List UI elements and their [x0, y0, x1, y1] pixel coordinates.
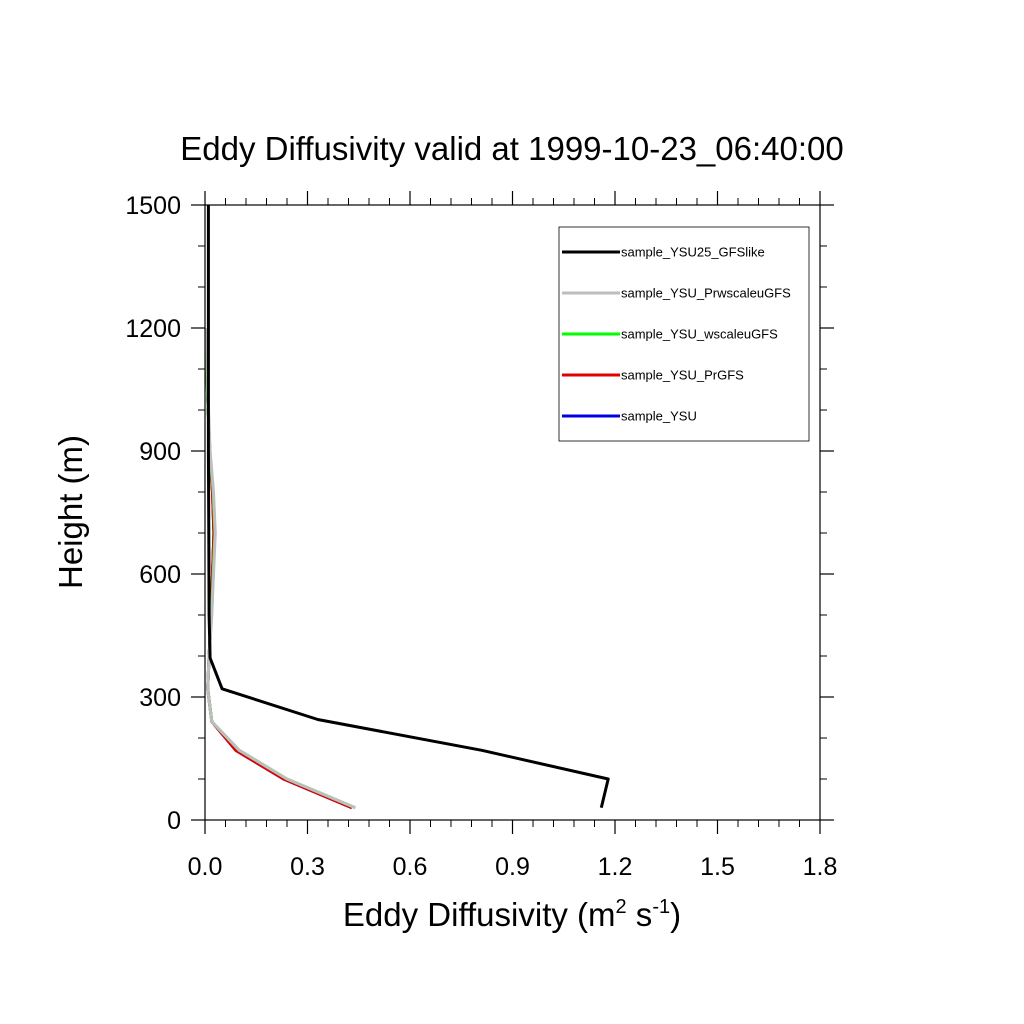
x-axis-title-end: )	[670, 896, 681, 933]
y-tick-label: 1200	[125, 315, 181, 343]
legend-label-2: sample_YSU_wscaleuGFS	[621, 327, 778, 342]
legend-label-1: sample_YSU_PrwscaleuGFS	[621, 286, 791, 301]
chart-title: Eddy Diffusivity valid at 1999-10-23_06:…	[180, 130, 843, 167]
tick-layer: 0.0 0.3 0.6 0.9 1.2 1.5 1.8 0 300 600 900 1200 1500	[125, 191, 837, 881]
y-tick-label: 600	[139, 561, 181, 589]
series-line-4	[205, 389, 353, 810]
y-tick-label: 900	[139, 438, 181, 466]
x-tick-label: 0.9	[495, 853, 530, 881]
x-tick-label: 0.6	[393, 853, 428, 881]
x-tick-label: 0.0	[188, 853, 223, 881]
series-line-1	[205, 327, 356, 810]
legend-label-0: sample_YSU25_GFSlike	[621, 245, 765, 260]
legend-label-4: sample_YSU	[621, 409, 697, 424]
x-tick-label: 1.5	[700, 853, 735, 881]
y-axis-title: Height (m)	[52, 435, 89, 589]
series-layer	[204, 205, 610, 810]
x-axis-title-sup2: -1	[652, 896, 670, 918]
x-axis-title-mid: s	[627, 896, 653, 933]
y-tick-label: 0	[167, 807, 181, 835]
x-axis-title-sup1: 2	[616, 896, 627, 918]
x-tick-label: 1.8	[803, 853, 838, 881]
y-tick-label: 1500	[125, 192, 181, 220]
series-line-2	[204, 336, 356, 810]
series-line-0	[206, 205, 610, 809]
legend: sample_YSU25_GFSlike sample_YSU_Prwscaleu…	[558, 226, 810, 442]
x-tick-label: 1.2	[598, 853, 633, 881]
x-axis-title-base: Eddy Diffusivity (m	[343, 896, 616, 933]
legend-label-3: sample_YSU_PrGFS	[621, 368, 744, 383]
x-axis-title: Eddy Diffusivity (m2 s-1)	[343, 896, 681, 933]
x-tick-label: 0.3	[290, 853, 325, 881]
y-tick-label: 300	[139, 684, 181, 712]
